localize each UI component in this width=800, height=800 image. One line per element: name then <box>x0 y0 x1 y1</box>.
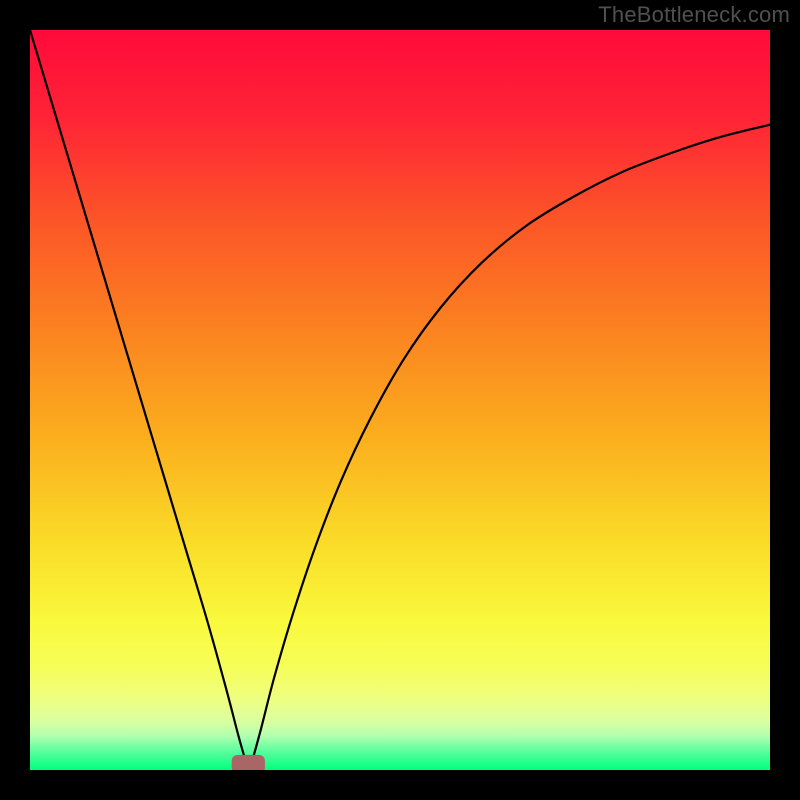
vertex-marker <box>232 755 265 770</box>
watermark-text: TheBottleneck.com <box>598 2 790 28</box>
plot-svg <box>30 30 770 770</box>
chart-container: TheBottleneck.com <box>0 0 800 800</box>
plot-area <box>30 30 770 770</box>
